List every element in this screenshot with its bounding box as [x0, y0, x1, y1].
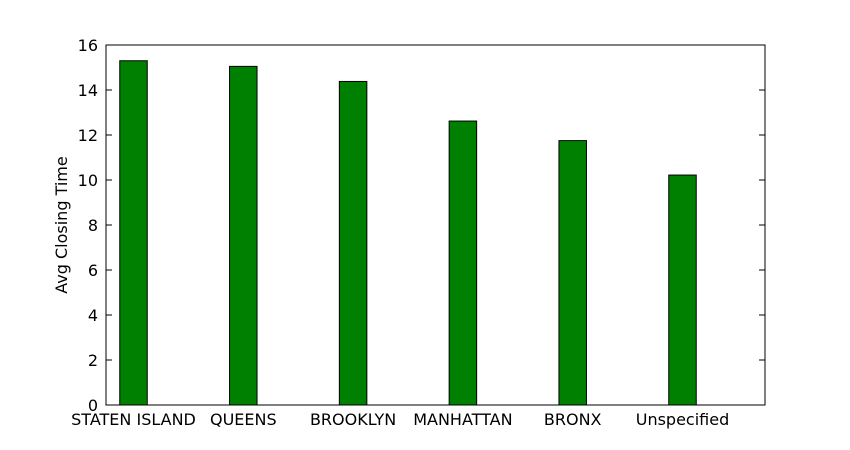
x-tick-label: BRONX: [544, 410, 602, 429]
x-axis-ticks: STATEN ISLAND QUEENS BROOKLYN MANHATTAN BRON…: [71, 410, 729, 429]
x-tick-label: Unspecified: [636, 410, 730, 429]
y-axis-title: Avg Closing Time: [52, 156, 71, 293]
y-tick-label: 4: [88, 306, 98, 325]
y-tick-label: 0: [88, 396, 98, 415]
bar-staten-island: [119, 60, 148, 406]
y-axis-ticks: 0 2 4 6 8 10 12 14 16: [78, 36, 765, 415]
y-tick-label: 12: [78, 126, 98, 145]
bar-manhattan: [448, 120, 478, 406]
y-tick-label: 10: [78, 171, 98, 190]
plot-frame: [105, 44, 766, 406]
x-tick-label: STATEN ISLAND: [71, 410, 196, 429]
y-tick-label: 14: [78, 81, 98, 100]
x-tick-label: BROOKLYN: [310, 410, 396, 429]
y-tick-label: 16: [78, 36, 98, 55]
x-tick-label: QUEENS: [210, 410, 277, 429]
bar-brooklyn: [338, 80, 368, 406]
bar-bronx: [558, 140, 587, 406]
y-tick-label: 6: [88, 261, 98, 280]
x-tick-label: MANHATTAN: [413, 410, 512, 429]
y-tick-label: 2: [88, 351, 98, 370]
y-tick-label: 8: [88, 216, 98, 235]
bar-unspecified: [668, 174, 697, 406]
bars-group: [119, 60, 697, 406]
bar-queens: [229, 65, 258, 406]
